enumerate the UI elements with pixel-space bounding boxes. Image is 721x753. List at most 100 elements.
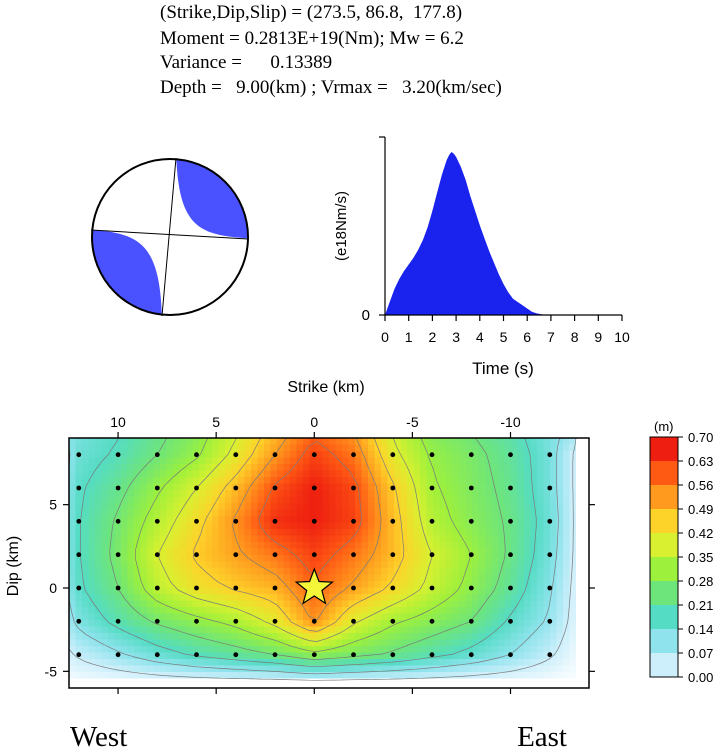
slip-cell (504, 607, 512, 615)
slip-cell (550, 535, 558, 543)
slip-cell (88, 555, 96, 563)
slip-cell (257, 555, 265, 563)
slip-cell (426, 568, 434, 576)
slip-cell (368, 529, 376, 537)
subfault-dot (508, 618, 513, 624)
slip-cell (283, 509, 291, 517)
slip-cell (517, 639, 525, 647)
slip-cell (140, 457, 148, 465)
slip-cell (231, 529, 239, 537)
slip-cell (563, 620, 571, 628)
slip-cell (290, 477, 298, 485)
slip-cell (283, 535, 291, 543)
slip-cell (530, 483, 538, 491)
slip-cell (88, 659, 96, 667)
slip-cell (472, 613, 480, 621)
slip-cell (361, 600, 369, 608)
subfault-dot (272, 585, 278, 591)
slip-cell (368, 522, 376, 530)
subfault-dot (390, 585, 396, 591)
slip-cell (576, 607, 584, 615)
slip-cell (82, 607, 90, 615)
slip-cell (439, 665, 447, 673)
slip-cell (537, 477, 545, 485)
slip-cell (329, 542, 337, 550)
slip-cell (446, 457, 454, 465)
slip-cell (485, 483, 493, 491)
slip-cell (342, 548, 350, 556)
slip-cell (576, 483, 584, 491)
slip-cell (426, 555, 434, 563)
slip-cell (413, 542, 421, 550)
slip-cell (179, 464, 187, 472)
slip-cell (147, 626, 155, 634)
slip-cell (550, 594, 558, 602)
source-time-function-plot: 0 (e18Nm/s) 0 1 2 3 4 5 6 7 8 9 10 Time (s) (333, 136, 630, 378)
slip-cell (413, 646, 421, 654)
slip-cell (290, 542, 298, 550)
slip-cell (134, 522, 142, 530)
slip-cell (231, 639, 239, 647)
slip-cell (400, 561, 408, 569)
slip-cell (212, 477, 220, 485)
slip-cell (472, 600, 480, 608)
slip-cell (186, 561, 194, 569)
slip-cell (153, 470, 161, 478)
slip-cell (361, 451, 369, 459)
slip-cell (134, 581, 142, 589)
slip-cell (465, 581, 473, 589)
slip-cell (407, 652, 415, 660)
slip-cell (498, 516, 506, 524)
slip-cell (413, 652, 421, 660)
slip-cell (511, 496, 519, 504)
slip-cell (231, 678, 239, 686)
slip-cell (511, 600, 519, 608)
slip-cell (225, 483, 233, 491)
slip-cell (238, 633, 246, 641)
slip-cell (160, 587, 168, 595)
slip-cell (147, 529, 155, 537)
slip-cell (186, 496, 194, 504)
slip-cell (160, 470, 168, 478)
slip-cell (361, 470, 369, 478)
slip-cell (517, 633, 525, 641)
slip-cell (225, 438, 233, 446)
slip-cell (69, 522, 77, 530)
slip-cell (459, 626, 467, 634)
slip-cell (342, 639, 350, 647)
slip-cell (205, 568, 213, 576)
slip-cell (368, 477, 376, 485)
slip-cell (95, 652, 103, 660)
slip-cell (478, 568, 486, 576)
subfault-dot (154, 585, 160, 591)
subfault-dot (233, 552, 239, 558)
slip-cell (387, 659, 395, 667)
slip-cell (504, 639, 512, 647)
slip-cell (147, 542, 155, 550)
slip-cell (238, 509, 246, 517)
slip-cell (368, 516, 376, 524)
slip-cell (420, 496, 428, 504)
slip-cell (498, 574, 506, 582)
subfault-dot (351, 485, 356, 491)
slip-cell (394, 607, 402, 615)
slip-cell (303, 457, 311, 465)
slip-cell (296, 529, 304, 537)
slip-cell (452, 438, 460, 446)
slip-cell (277, 587, 285, 595)
slip-cell (173, 529, 181, 537)
slip-cell (361, 587, 369, 595)
slip-cell (550, 678, 558, 686)
slip-cell (218, 672, 226, 680)
slip-cell (160, 568, 168, 576)
colorbar-tick-label: 0.42 (688, 526, 713, 541)
slip-cell (303, 529, 311, 537)
slip-cell (530, 607, 538, 615)
slip-cell (218, 490, 226, 498)
slip-cell (374, 639, 382, 647)
slip-cell (426, 639, 434, 647)
slip-cell (530, 561, 538, 569)
slip-cell (218, 652, 226, 660)
subfault-dot (351, 585, 356, 591)
slip-cell (186, 509, 194, 517)
